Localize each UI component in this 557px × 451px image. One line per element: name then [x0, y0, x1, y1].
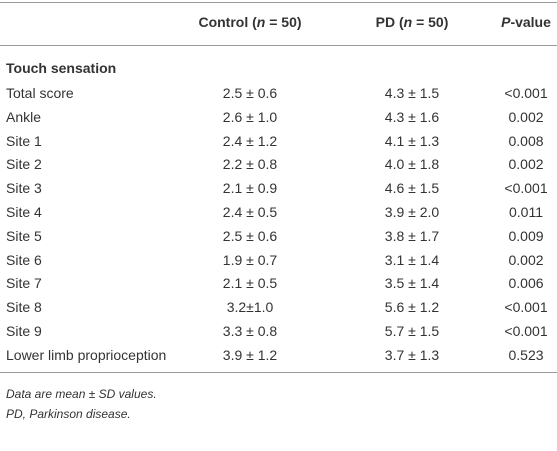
cell: 4.6 ± 1.5	[384, 180, 440, 197]
header-text: n	[256, 14, 266, 30]
cell: 5.6 ± 1.2	[384, 299, 440, 316]
cell: 3.2±1.0	[226, 299, 274, 316]
cell: 0.002	[508, 251, 544, 268]
cell: 2.5 ± 0.6	[222, 227, 278, 244]
row-label: Total score	[6, 85, 74, 101]
cell: 0.002	[508, 156, 544, 173]
row-label: Site 3	[6, 180, 42, 197]
row-label: Site 7	[6, 275, 42, 292]
header-text: = 50)	[265, 14, 302, 30]
cell: 2.1 ± 0.5	[222, 275, 278, 292]
section-title: Touch sensation	[6, 60, 117, 76]
cell: 3.9 ± 1.2	[222, 346, 278, 363]
column-header: P-value	[501, 14, 551, 30]
header-text: = 50)	[412, 14, 449, 30]
cell: 3.3 ± 0.8	[222, 323, 278, 339]
footnote: PD, Parkinson disease.	[6, 407, 131, 421]
cell: 3.5 ± 1.4	[384, 275, 440, 292]
cell: 2.1 ± 0.9	[222, 180, 278, 197]
cell: 4.3 ± 1.6	[384, 108, 440, 125]
cell: <0.001	[504, 299, 548, 316]
cell: 0.002	[508, 108, 544, 125]
row-label: Site 4	[6, 204, 42, 220]
cell: 2.2 ± 0.8	[222, 156, 278, 173]
cell: 5.7 ± 1.5	[384, 323, 440, 339]
cell: 2.6 ± 1.0	[222, 108, 278, 125]
header-text: P	[501, 14, 511, 30]
cell: <0.001	[504, 85, 548, 101]
header-text: n	[403, 14, 413, 30]
row-label: Lower limb proprioception	[6, 346, 167, 363]
cell: 3.7 ± 1.3	[384, 346, 440, 363]
cell: 0.006	[508, 275, 544, 292]
cell: 3.1 ± 1.4	[384, 251, 440, 268]
cell: 2.4 ± 1.2	[222, 132, 278, 149]
header-text: -value	[510, 14, 551, 30]
row-label: Site 2	[6, 156, 42, 173]
cell: 0.009	[508, 227, 544, 244]
row-label: Site 8	[6, 299, 42, 316]
column-header: Control (n = 50)	[198, 14, 301, 30]
cell: <0.001	[504, 180, 548, 197]
row-label: Site 6	[6, 251, 42, 268]
cell: 0.008	[508, 132, 544, 149]
top-rule	[0, 2, 557, 3]
footnote: Data are mean ± SD values.	[6, 387, 157, 401]
cell: 2.4 ± 0.5	[222, 204, 278, 220]
bottom-rule	[0, 372, 557, 373]
cell: 0.011	[509, 204, 543, 220]
cell: <0.001	[504, 323, 548, 339]
header-rule	[0, 45, 557, 46]
column-header: PD (n = 50)	[376, 14, 449, 30]
row-label: Ankle	[6, 108, 42, 125]
row-label: Site 1	[6, 132, 42, 149]
row-label: Site 5	[6, 227, 42, 244]
cell: 3.8 ± 1.7	[384, 227, 440, 244]
cell: 4.3 ± 1.5	[384, 85, 440, 101]
header-text: Control (	[198, 14, 257, 30]
cell: 2.5 ± 0.6	[222, 85, 278, 101]
cell: 4.0 ± 1.8	[384, 156, 440, 173]
row-label: Site 9	[6, 323, 42, 339]
header-text: PD (	[375, 14, 404, 30]
cell: 4.1 ± 1.3	[384, 132, 440, 149]
cell: 1.9 ± 0.7	[222, 251, 278, 268]
cell: 3.9 ± 2.0	[384, 204, 440, 220]
cell: 0.523	[508, 346, 544, 363]
